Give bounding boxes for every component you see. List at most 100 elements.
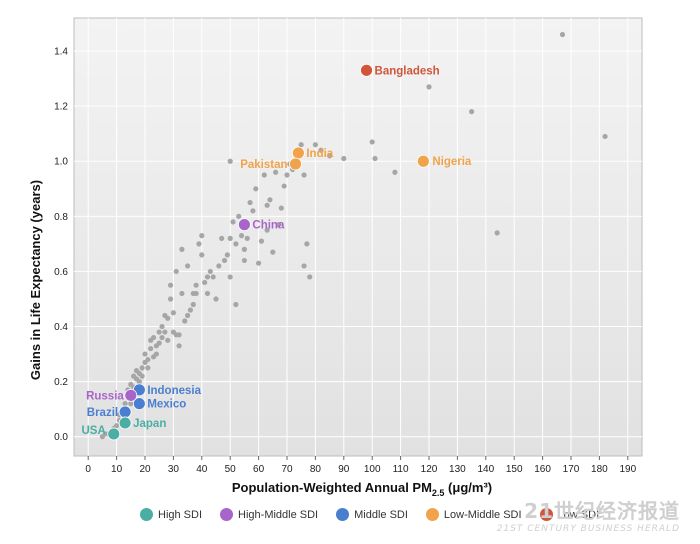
data-point bbox=[159, 323, 165, 330]
x-tick-label: 80 bbox=[310, 464, 322, 475]
data-point bbox=[307, 274, 313, 280]
highlight-point-russia bbox=[124, 388, 138, 402]
plot-area bbox=[73, 17, 643, 457]
highlight-point-bangladesh bbox=[360, 63, 373, 77]
tick-labels: 0 10 20 30 40 50 60 70 80 90 100 110 120 130 140 150 160… bbox=[54, 47, 636, 475]
data-point bbox=[270, 249, 276, 255]
highlighted-points: Bangladesh India Pakistan Nigeria China Indon… bbox=[81, 63, 472, 441]
country-label-brazil: Brazil bbox=[87, 407, 118, 419]
legend-item-middle-sdi: Middle SDI bbox=[336, 508, 408, 521]
x-tick-label: 50 bbox=[225, 464, 237, 475]
data-point bbox=[244, 235, 250, 241]
data-point bbox=[227, 158, 233, 164]
x-tick-label: 10 bbox=[111, 464, 123, 475]
highlight-point-mexico bbox=[132, 397, 146, 411]
data-point bbox=[142, 351, 148, 357]
country-label-china: China bbox=[252, 220, 285, 232]
y-tick-label: 1.0 bbox=[54, 157, 68, 168]
x-tick-label: 160 bbox=[534, 464, 551, 475]
highlight-point-usa bbox=[107, 427, 121, 441]
legend-item-high-sdi: High SDI bbox=[140, 508, 202, 521]
x-tick-label: 170 bbox=[563, 464, 580, 475]
highlight-point-nigeria bbox=[416, 154, 430, 168]
data-point bbox=[273, 169, 279, 175]
legend-label: Low-Middle SDI bbox=[443, 508, 522, 521]
highlight-point-china bbox=[237, 218, 251, 232]
data-point bbox=[369, 139, 375, 145]
data-point bbox=[153, 351, 159, 357]
data-point bbox=[230, 219, 236, 225]
data-point bbox=[264, 227, 270, 233]
country-label-indonesia: Indonesia bbox=[147, 385, 201, 397]
data-point bbox=[204, 290, 211, 297]
data-point bbox=[241, 246, 247, 252]
y-tick-label: 0.2 bbox=[54, 377, 68, 388]
data-point bbox=[213, 296, 219, 302]
legend: High SDI High-Middle SDI Middle SDI Low-… bbox=[140, 508, 599, 521]
background-points bbox=[99, 31, 608, 440]
x-tick-label: 40 bbox=[196, 464, 208, 475]
data-point bbox=[167, 296, 174, 302]
legend-item-low-sdi: Low SDI bbox=[539, 508, 600, 521]
y-tick-label: 1.4 bbox=[54, 47, 68, 58]
y-tick-label: 1.2 bbox=[54, 102, 68, 113]
x-axis-title-unit: (μg/m³) bbox=[444, 480, 492, 495]
x-tick-label: 20 bbox=[139, 464, 151, 475]
data-point bbox=[250, 208, 256, 214]
legend-dot-icon bbox=[336, 508, 350, 521]
data-point bbox=[304, 241, 310, 247]
data-point bbox=[278, 205, 284, 211]
data-point bbox=[281, 183, 287, 189]
data-point bbox=[156, 340, 162, 346]
x-tick-label: 30 bbox=[168, 464, 180, 475]
data-point bbox=[128, 401, 134, 407]
data-point bbox=[233, 241, 239, 247]
data-point bbox=[301, 263, 307, 269]
data-point bbox=[207, 268, 213, 275]
x-axis-title-subscript: 2.5 bbox=[432, 488, 445, 498]
data-point bbox=[219, 235, 225, 241]
data-point bbox=[202, 279, 208, 286]
grid-lines bbox=[74, 18, 642, 460]
data-point bbox=[341, 155, 347, 162]
y-axis-title: Gains in Life Expectancy (years) bbox=[28, 180, 43, 380]
country-label-russia: Russia bbox=[86, 390, 124, 402]
data-point bbox=[139, 373, 145, 379]
legend-dot-icon bbox=[539, 508, 553, 521]
data-point bbox=[264, 202, 270, 208]
country-label-bangladesh: Bangladesh bbox=[375, 65, 440, 77]
x-tick-label: 90 bbox=[338, 464, 350, 475]
country-label-nigeria: Nigeria bbox=[432, 156, 472, 168]
data-point bbox=[173, 268, 179, 275]
legend-label: Low SDI bbox=[557, 508, 600, 521]
y-tick-label: 0.0 bbox=[54, 432, 68, 443]
data-point bbox=[182, 318, 188, 324]
watermark: 21世纪经济报道 21ST CENTURY BUSINESS HERALD bbox=[497, 495, 680, 534]
data-point bbox=[179, 246, 185, 252]
x-tick-label: 120 bbox=[421, 464, 438, 475]
y-tick-label: 0.8 bbox=[54, 212, 68, 223]
data-point bbox=[176, 343, 182, 349]
legend-dot-icon bbox=[140, 508, 153, 521]
x-tick-label: 130 bbox=[449, 464, 466, 475]
data-point bbox=[204, 274, 211, 280]
x-axis-title: Population-Weighted Annual PM2.5 (μg/m³) bbox=[232, 480, 492, 498]
data-point bbox=[494, 230, 500, 236]
data-point bbox=[233, 301, 239, 308]
x-tick-label: 190 bbox=[619, 464, 636, 475]
highlight-point-pakistan bbox=[289, 157, 302, 171]
x-tick-label: 110 bbox=[393, 464, 409, 475]
data-point bbox=[241, 257, 247, 264]
legend-label: High-Middle SDI bbox=[238, 508, 319, 521]
data-point bbox=[602, 133, 608, 140]
data-point bbox=[136, 379, 142, 385]
x-tick-label: 70 bbox=[281, 464, 293, 475]
data-point bbox=[170, 310, 176, 316]
data-point bbox=[301, 172, 307, 178]
data-point bbox=[165, 337, 171, 343]
data-point bbox=[559, 31, 566, 38]
data-point bbox=[185, 263, 191, 269]
data-point bbox=[139, 365, 145, 371]
y-tick-label: 0.4 bbox=[54, 322, 68, 333]
